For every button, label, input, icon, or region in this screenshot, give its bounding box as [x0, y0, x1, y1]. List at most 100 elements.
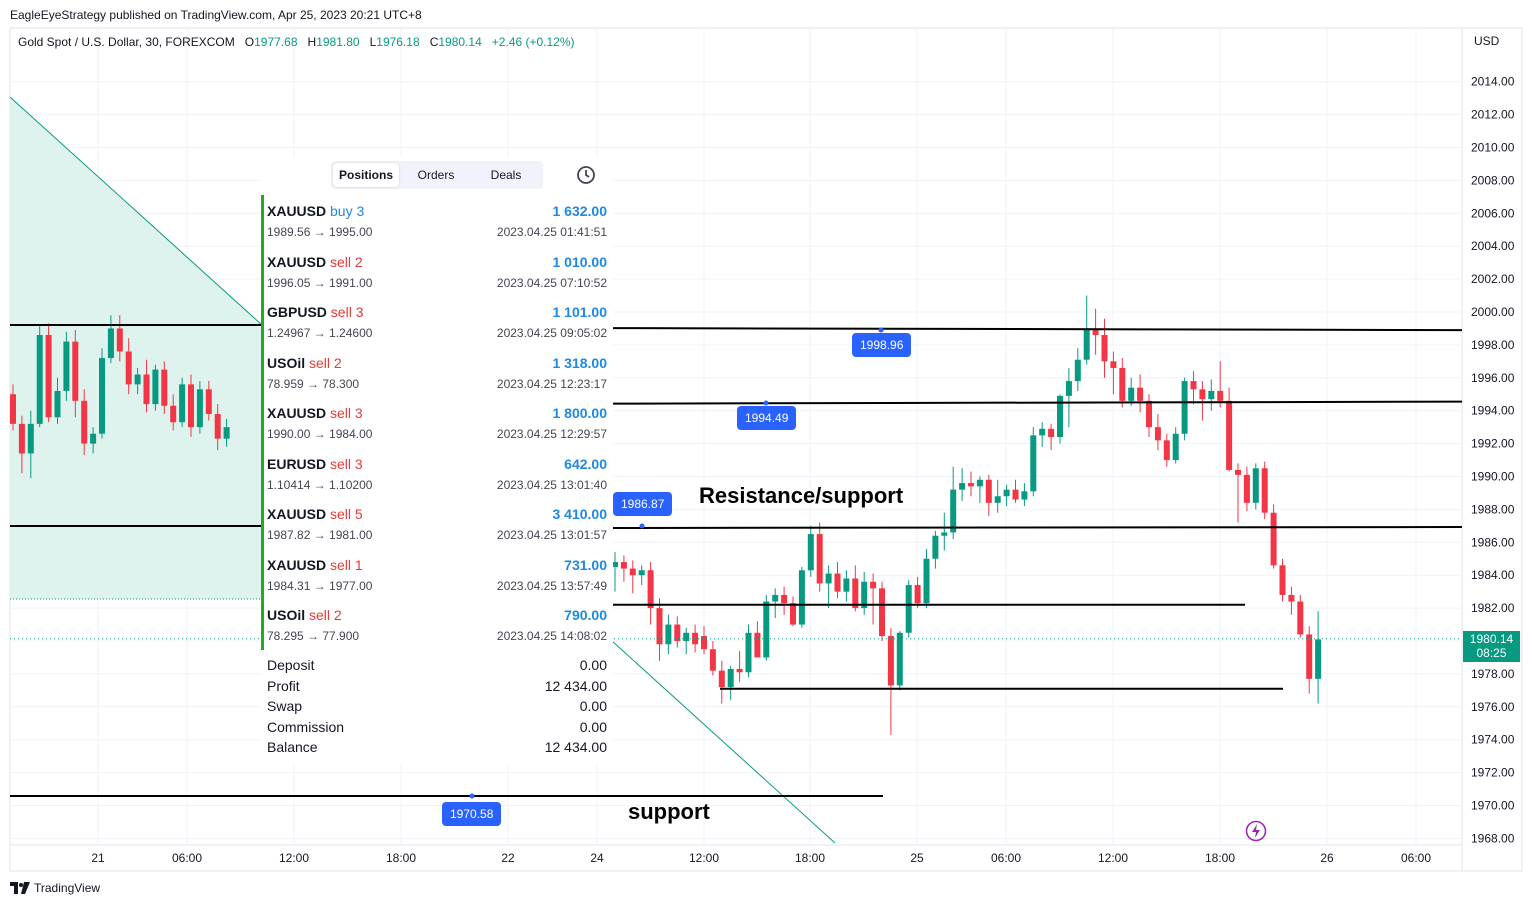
position-time: 2023.04.25 01:41:51: [496, 225, 607, 239]
position-symbol: XAUUSD buy 3: [267, 203, 364, 219]
y-tick-label: 1986.00: [1471, 535, 1515, 549]
candle-body: [1119, 367, 1126, 401]
price-tag-1986-87[interactable]: 1986.87: [613, 492, 673, 516]
position-row[interactable]: USOil sell 2 78.959 → 78.300 1 318.00 2023.…: [267, 349, 607, 399]
position-symbol: XAUUSD sell 1: [267, 557, 363, 573]
position-symbol-text: XAUUSD: [267, 405, 327, 421]
candle-body: [1030, 435, 1037, 492]
candle-body: [790, 603, 796, 625]
open-value: 1977.68: [254, 35, 298, 49]
candle-body: [701, 636, 707, 650]
history-clock-icon[interactable]: [575, 164, 597, 186]
position-prices: 1990.00 → 1984.00: [267, 427, 373, 441]
tradingview-icon: [10, 882, 30, 894]
position-time: 2023.04.25 13:57:49: [496, 578, 607, 593]
position-symbol-text: USOil: [267, 354, 306, 371]
summary-label: Profit: [267, 677, 300, 694]
level-line-1998-96: [611, 327, 1463, 332]
tradingview-logo[interactable]: TradingView: [10, 881, 100, 895]
y-tick-label: 1988.00: [1471, 502, 1515, 516]
candle-body: [1083, 328, 1090, 360]
position-row[interactable]: EURUSD sell 3 1.10414 → 1.10200 642.00 2023…: [267, 450, 607, 500]
y-tick-label: 1990.00: [1471, 470, 1515, 484]
x-tick-label: 22: [501, 851, 515, 865]
position-symbol-text: XAUUSD: [267, 203, 327, 219]
candle-body: [214, 413, 221, 439]
candle-body: [638, 570, 645, 576]
position-amount: 3 410.00: [552, 506, 608, 522]
y-tick-label: 1978.00: [1471, 667, 1515, 681]
price-tag-1994-49[interactable]: 1994.49: [737, 406, 797, 430]
tab-positions[interactable]: Positions: [333, 163, 399, 187]
position-row[interactable]: GBPUSD sell 3 1.24967 → 1.24600 1 101.00 20…: [267, 298, 607, 348]
y-tick-label: 1996.00: [1471, 371, 1515, 385]
candle-body: [134, 374, 141, 385]
position-symbol-text: GBPUSD: [267, 304, 327, 320]
candle-body: [1163, 440, 1170, 461]
candle-body: [90, 433, 97, 444]
x-tick-label: 12:00: [1098, 851, 1128, 865]
position-time: 2023.04.25 12:29:57: [496, 427, 607, 441]
position-row[interactable]: XAUUSD sell 3 1990.00 → 1984.00 1 800.00 20…: [267, 399, 607, 449]
position-symbol-text: XAUUSD: [267, 506, 327, 522]
candle-body: [1190, 381, 1197, 390]
position-side: sell 3: [330, 405, 363, 421]
position-row[interactable]: XAUUSD sell 5 1987.82 → 1981.00 3 410.00 20…: [267, 500, 607, 550]
candle-body: [152, 369, 159, 405]
resistance-support-label: Resistance/support: [699, 483, 904, 508]
summary-row: Commission 0.00: [267, 719, 607, 739]
position-time: 2023.04.25 07:10:52: [496, 275, 607, 290]
position-time: 2023.04.25 14:08:02: [496, 629, 607, 643]
tab-orders[interactable]: Orders: [417, 168, 455, 182]
low-value: 1976.18: [376, 35, 420, 49]
position-row[interactable]: XAUUSD sell 1 1984.31 → 1977.00 731.00 2023…: [267, 551, 607, 601]
last-price-label: 1980.14 08:25: [1463, 631, 1520, 662]
trendline-upper: [9, 96, 263, 326]
tab-deals[interactable]: Deals: [490, 168, 522, 182]
candle-body: [27, 423, 34, 454]
candle-body: [223, 427, 230, 439]
candle-body: [1039, 428, 1046, 436]
candle-body: [1057, 395, 1063, 438]
candle-body: [1235, 469, 1241, 475]
candle-body: [1199, 389, 1206, 400]
y-tick-label: 2004.00: [1471, 239, 1515, 253]
position-symbol-text: USOil: [267, 607, 306, 623]
bar-countdown: 08:25: [1476, 646, 1507, 660]
position-time: 2023.04.25 13:01:40: [496, 477, 607, 492]
lightning-icon[interactable]: [1245, 820, 1267, 842]
position-row[interactable]: XAUUSD buy 3 1989.56 → 1995.00 1 632.00 202…: [267, 197, 607, 247]
summary-value: 12 434.00: [544, 677, 607, 694]
y-tick-label: 1972.00: [1471, 766, 1515, 780]
candle-body: [1074, 359, 1081, 382]
candle-body: [1261, 468, 1268, 513]
position-row[interactable]: XAUUSD sell 2 1996.05 → 1991.00 1 010.00 20…: [267, 248, 607, 298]
candle-body: [985, 479, 992, 503]
x-tick-label: 12:00: [279, 851, 309, 865]
candle-body: [816, 534, 823, 584]
candle-body: [125, 351, 132, 385]
candle-body: [745, 632, 752, 673]
candle-body: [107, 328, 114, 359]
y-tick-label: 1998.00: [1471, 338, 1515, 352]
price-tag-1970-58[interactable]: 1970.58: [442, 802, 502, 826]
trendline-lower: [611, 640, 836, 844]
x-tick-label: 25: [910, 851, 924, 865]
y-tick-label: 2006.00: [1471, 206, 1515, 220]
x-tick-label: 06:00: [1401, 851, 1431, 865]
candle-body: [18, 423, 25, 454]
high-value: 1981.80: [316, 35, 360, 49]
candle-body: [968, 483, 974, 487]
y-tick-label: 2012.00: [1471, 108, 1515, 122]
candle-body: [896, 632, 903, 686]
position-row[interactable]: USOil sell 2 78.295 → 77.900 790.00 2023.04…: [267, 601, 607, 651]
summary-value: 0.00: [579, 657, 607, 673]
candle-body: [718, 670, 725, 688]
candle-body: [72, 341, 79, 401]
candle-body: [170, 405, 177, 423]
price-tag-1998-96[interactable]: 1998.96: [852, 333, 912, 357]
y-tick-label: 1982.00: [1471, 601, 1515, 615]
symbol-name[interactable]: Gold Spot / U.S. Dollar, 30, FOREXCOM: [18, 35, 235, 49]
candle-body: [1048, 428, 1055, 438]
